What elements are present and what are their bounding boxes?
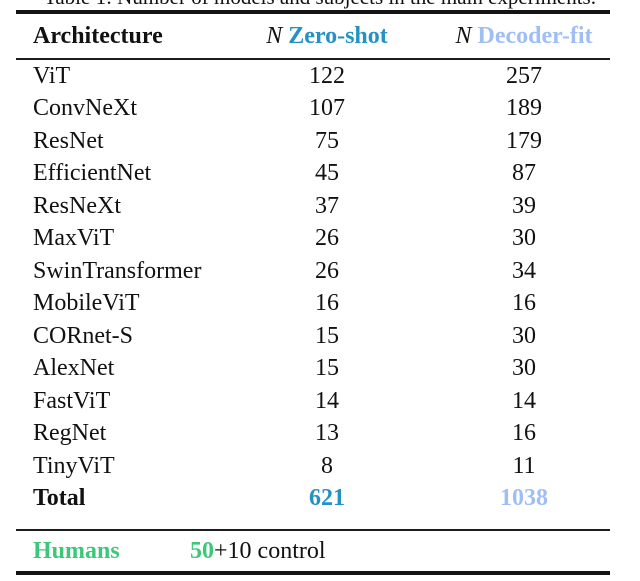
paper-table: Architecture N Zero-shot N Decoder-fit ViT… [16,10,610,575]
cell-architecture: EfficientNet [33,160,152,187]
table-row: RegNet 13 16 [16,418,610,451]
cell-zero-shot: 45 [315,160,339,187]
cell-decoder-fit: 14 [512,387,536,414]
cell-architecture: FastViT [33,387,111,414]
cell-decoder-fit: 30 [512,225,536,252]
cell-decoder-fit: 39 [512,192,536,219]
humans-count: 50 [190,537,214,564]
cell-architecture: ResNet [33,127,104,154]
table-row: ResNeXt 37 39 [16,190,610,223]
table-body: ViT 122 257 ConvNeXt 107 189 ResNet 75 179 Effici… [16,60,610,483]
cell-architecture: CORnet-S [33,322,134,349]
row-gap [16,515,610,529]
table-row: FastViT 14 14 [16,385,610,418]
cell-zero-shot: 15 [315,355,339,382]
cell-architecture: SwinTransformer [33,257,202,284]
table-caption-text: Table 1: Number of models and subjects i… [0,0,640,9]
total-zero-shot: 621 [309,485,345,512]
decoder-fit-label: Decoder-fit [477,22,593,49]
table-row: CORnet-S 15 30 [16,320,610,353]
humans-row: Humans 50+10 control [16,531,610,571]
cell-architecture: AlexNet [33,355,115,382]
cell-decoder-fit: 34 [512,257,536,284]
humans-value: 50+10 control [190,538,326,565]
cell-architecture: ViT [33,62,71,89]
cell-decoder-fit: 87 [512,160,536,187]
n-symbol: N [266,22,283,49]
zero-shot-label: Zero-shot [288,22,388,49]
cell-decoder-fit: 11 [512,452,536,479]
top-rule [16,10,610,14]
total-decoder-fit: 1038 [500,485,548,512]
cell-decoder-fit: 30 [512,322,536,349]
table-row: TinyViT 8 11 [16,450,610,483]
bottom-rule [16,571,610,575]
cell-decoder-fit: 30 [512,355,536,382]
cell-decoder-fit: 16 [512,420,536,447]
cell-decoder-fit: 179 [506,127,542,154]
header-row: Architecture N Zero-shot N Decoder-fit [16,14,610,58]
total-row: Total 621 1038 [16,483,610,516]
cell-architecture: TinyViT [33,452,115,479]
cell-architecture: MobileViT [33,290,140,317]
table-row: MaxViT 26 30 [16,223,610,256]
total-label: Total [33,485,86,512]
cell-zero-shot: 16 [315,290,339,317]
table-row: SwinTransformer 26 34 [16,255,610,288]
cell-zero-shot: 26 [315,225,339,252]
cell-zero-shot: 13 [315,420,339,447]
cell-architecture: MaxViT [33,225,115,252]
table-caption: Table 1: Number of models and subjects i… [0,0,640,9]
col-header-architecture: Architecture [33,22,163,49]
cell-decoder-fit: 189 [506,95,542,122]
cell-zero-shot: 122 [309,62,345,89]
cell-zero-shot: 75 [315,127,339,154]
header-rule [16,58,610,60]
table-row: ResNet 75 179 [16,125,610,158]
table-row: ConvNeXt 107 189 [16,93,610,126]
table-row: MobileViT 16 16 [16,288,610,321]
table-row: ViT 122 257 [16,60,610,93]
n-symbol: N [455,22,472,49]
cell-zero-shot: 37 [315,192,339,219]
cell-architecture: RegNet [33,420,107,447]
cell-zero-shot: 107 [309,95,345,122]
cell-architecture: ResNeXt [33,192,121,219]
col-header-zero-shot: N Zero-shot [236,23,418,50]
cell-decoder-fit: 257 [506,62,542,89]
cell-decoder-fit: 16 [512,290,536,317]
humans-control-note: +10 control [214,537,326,564]
cell-architecture: ConvNeXt [33,95,137,122]
table-row: EfficientNet 45 87 [16,158,610,191]
cell-zero-shot: 14 [315,387,339,414]
cell-zero-shot: 8 [321,452,333,479]
mid-rule [16,529,610,531]
humans-label: Humans [33,537,120,564]
cell-zero-shot: 15 [315,322,339,349]
col-header-decoder-fit: N Decoder-fit [418,23,610,50]
table-row: AlexNet 15 30 [16,353,610,386]
cell-zero-shot: 26 [315,257,339,284]
